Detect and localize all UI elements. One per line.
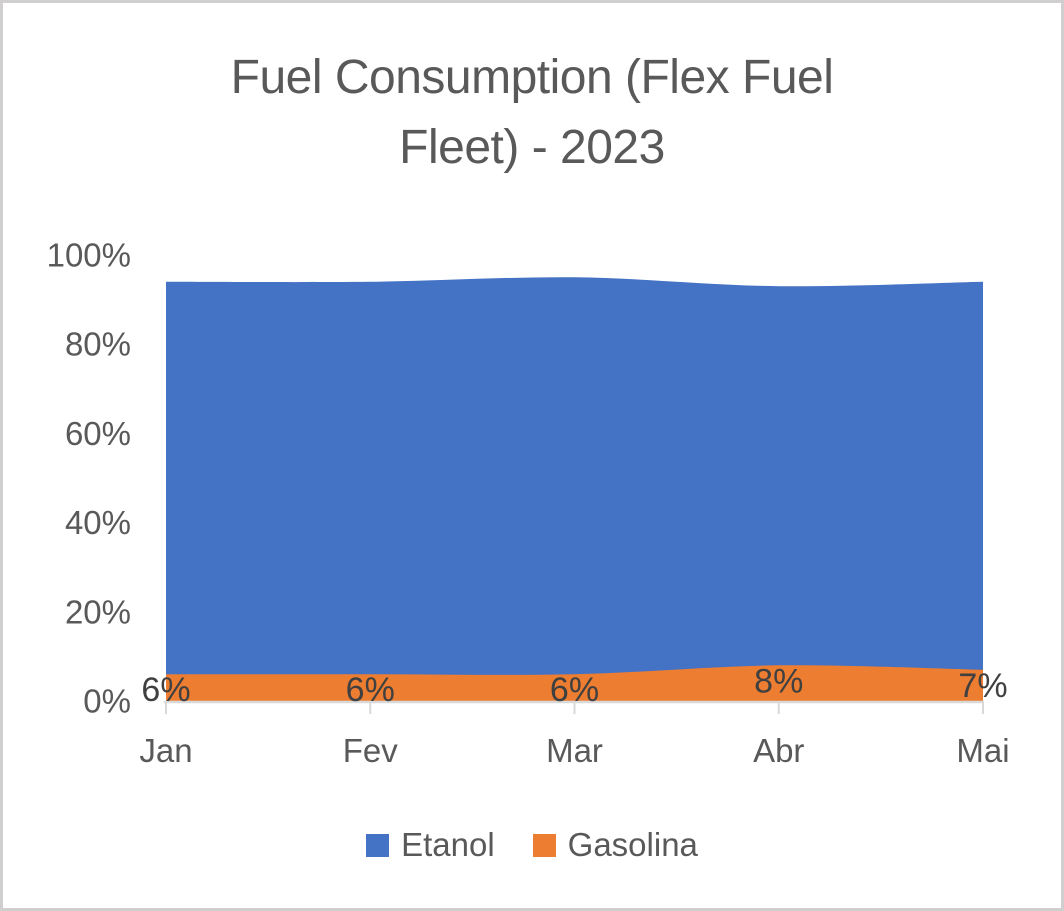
gasolina-data-label: 6% <box>346 671 395 709</box>
y-axis-label: 60% <box>65 415 131 452</box>
y-axis-label: 0% <box>83 683 131 720</box>
etanol-area <box>166 277 983 701</box>
y-axis-label: 20% <box>65 593 131 630</box>
legend-label-etanol: Etanol <box>401 826 495 863</box>
chart-title-line2: Fleet) - 2023 <box>399 121 665 174</box>
legend-item-etanol: Etanol <box>366 826 495 864</box>
x-axis-label: Mar <box>546 732 603 769</box>
gasolina-data-label: 8% <box>754 662 803 700</box>
y-axis-label: 40% <box>65 504 131 541</box>
y-axis-label: 80% <box>65 326 131 363</box>
gasolina-data-label: 6% <box>550 671 599 709</box>
legend-item-gasolina: Gasolina <box>532 826 698 864</box>
plot-area: 100% 80% 60% 40% 20% 0%Jan Fev Mar Abr Mai 6% 6% 6% 8… <box>47 237 1010 770</box>
legend-swatch-etanol-icon <box>366 833 390 857</box>
x-axis-label: Jan <box>139 732 192 769</box>
x-axis-label: Fev <box>343 732 399 769</box>
x-axis-label: Mai <box>956 732 1009 769</box>
legend-label-gasolina: Gasolina <box>567 826 698 863</box>
chart-title-line1: Fuel Consumption (Flex Fuel <box>230 51 834 104</box>
gasolina-data-label: 7% <box>958 667 1007 705</box>
y-axis-label: 100% <box>47 237 131 274</box>
gasolina-data-label: 6% <box>141 671 190 709</box>
legend-swatch-gasolina-icon <box>532 833 556 857</box>
legend: Etanol Gasolina <box>3 826 1061 864</box>
gasolina-area <box>166 665 983 701</box>
x-axis-label: Abr <box>753 732 804 769</box>
chart-title: Fuel Consumption (Flex Fuel Fleet) - 202… <box>3 43 1061 183</box>
